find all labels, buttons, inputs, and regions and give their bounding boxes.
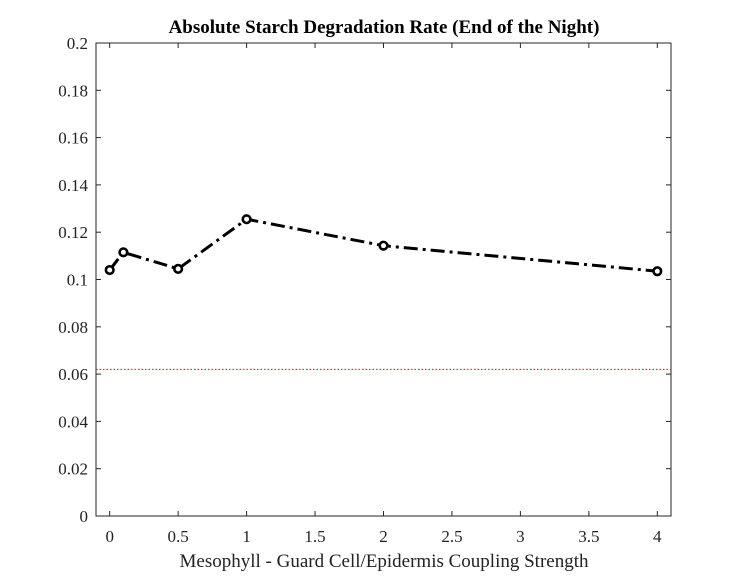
y-tick-label: 0.06 — [58, 365, 88, 384]
x-tick-label: 3.5 — [578, 527, 599, 546]
x-tick-label: 4 — [653, 527, 662, 546]
x-tick-label: 1 — [242, 527, 251, 546]
y-tick-label: 0.12 — [58, 223, 88, 242]
x-tick-label: 2 — [379, 527, 388, 546]
x-tick-label: 1.5 — [304, 527, 325, 546]
y-tick-label: 0.08 — [58, 318, 88, 337]
data-point — [378, 240, 389, 251]
x-tick-label: 2.5 — [441, 527, 462, 546]
x-axis-label: Mesophyll - Guard Cell/Epidermis Couplin… — [180, 551, 589, 572]
x-tick-label: 3 — [516, 527, 525, 546]
y-tick-label: 0.04 — [58, 412, 88, 431]
x-tick-label: 0 — [105, 527, 114, 546]
x-tick-label: 0.5 — [168, 527, 189, 546]
data-point — [118, 247, 129, 258]
y-tick-label: 0.18 — [58, 81, 88, 100]
data-point — [241, 214, 252, 225]
chart-title: Absolute Starch Degradation Rate (End of… — [169, 17, 600, 38]
y-tick-label: 0.16 — [58, 129, 88, 148]
data-series — [104, 214, 663, 277]
y-tick-label: 0.02 — [58, 460, 88, 479]
y-tick-label: 0.2 — [67, 34, 88, 53]
data-point — [652, 266, 663, 277]
axis-ticks: 0 0.5 1 1.5 2 2.5 3 3.5 4 0 0.02 0.04 0.06 0.08 0.1 0.1… — [58, 34, 671, 546]
y-tick-label: 0 — [80, 507, 89, 526]
y-tick-label: 0.14 — [58, 176, 88, 195]
plot-area-frame — [95, 42, 672, 517]
y-tick-label: 0.1 — [67, 271, 88, 290]
data-point — [173, 263, 184, 274]
series-line — [108, 217, 658, 273]
data-point — [104, 264, 115, 276]
